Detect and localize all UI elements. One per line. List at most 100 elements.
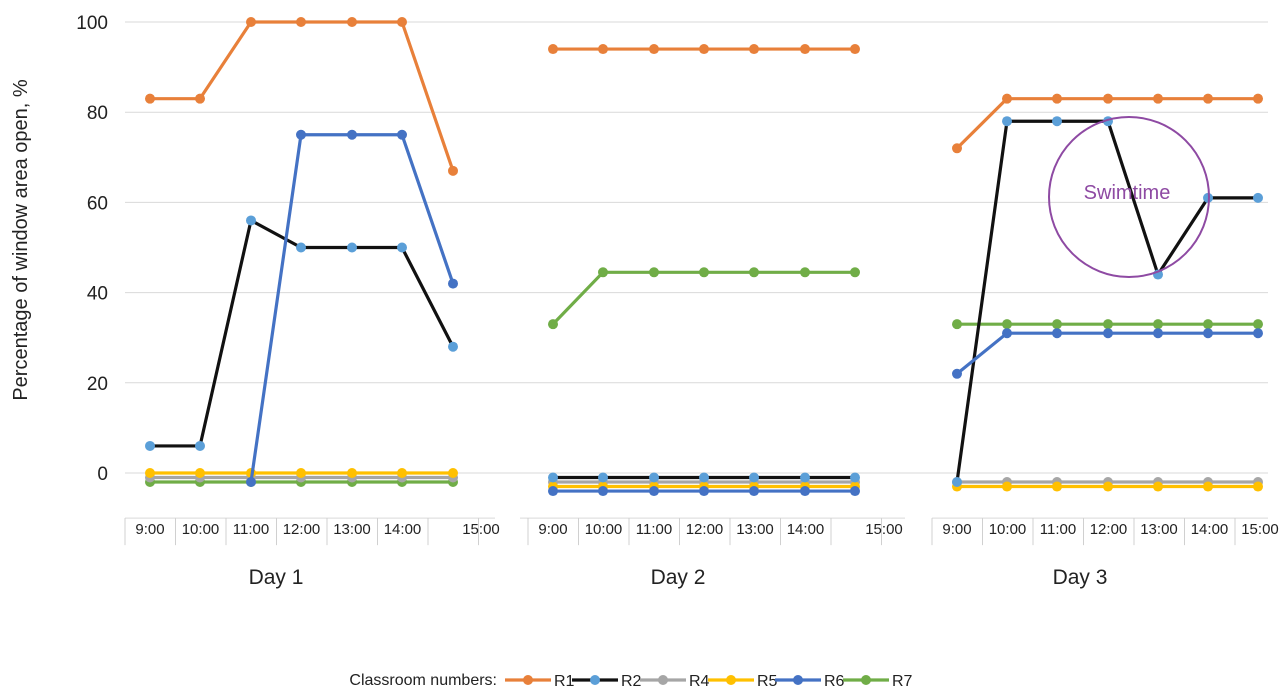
data-point-r1: [952, 143, 962, 154]
data-point-r6: [952, 368, 962, 379]
legend: Classroom numbers: R1 R2 R4 R5 R6 R7: [349, 672, 912, 690]
data-point-r6: [448, 278, 458, 289]
data-point-r5: [1253, 481, 1263, 492]
data-point-r6: [246, 477, 256, 488]
panel-label: Day 3: [1053, 566, 1108, 589]
data-point-r1: [1103, 93, 1113, 104]
data-point-r5: [1153, 481, 1163, 492]
data-point-r2: [347, 242, 357, 253]
data-point-r1: [1052, 93, 1062, 104]
data-point-r5: [347, 468, 357, 478]
data-point-r1: [800, 44, 810, 55]
data-point-r1: [296, 17, 306, 27]
data-point-r2: [699, 472, 709, 483]
series-line-r6-day-1: [249, 133, 455, 483]
legend-entry-r6: R6: [824, 673, 845, 690]
x-tick-label: 15:00: [462, 521, 500, 538]
data-point-r2: [195, 440, 205, 451]
legend-entry-r1: R1: [554, 673, 575, 690]
y-axis: 0 20 40 60 80 100: [76, 13, 108, 485]
data-point-r6: [347, 129, 357, 140]
x-tick-label: 10:00: [182, 521, 220, 538]
legend-entry-r5: R5: [757, 673, 778, 690]
data-point-r2: [296, 242, 306, 253]
annotation-circle: [1048, 116, 1210, 278]
series-line-r2-day-3: [955, 119, 1258, 483]
x-tick-label: 12:00: [686, 521, 724, 538]
x-tick-label: 13:00: [736, 521, 774, 538]
x-tick-label: 11:00: [636, 521, 672, 538]
data-point-r6: [1052, 328, 1062, 339]
x-tick-label: 13:00: [333, 521, 371, 538]
x-tick-label: 15:00: [1241, 521, 1279, 538]
y-tick-label: 0: [97, 464, 108, 485]
data-point-r7: [548, 319, 558, 330]
data-point-r1: [1002, 93, 1012, 104]
data-point-r6: [1253, 328, 1263, 339]
x-tick-label: 10:00: [989, 521, 1027, 538]
data-point-r1: [195, 93, 205, 104]
data-point-r7: [1253, 319, 1263, 330]
legend-marker-r1: [523, 675, 533, 685]
data-point-r1: [1153, 93, 1163, 104]
data-point-r6: [397, 129, 407, 140]
data-point-r7: [1052, 319, 1062, 330]
data-point-r6: [1153, 328, 1163, 339]
panel-label: Day 2: [651, 566, 706, 589]
legend-marker-r5: [726, 675, 736, 685]
x-tick-label: 14:00: [787, 521, 825, 538]
grid-lines: [124, 21, 1268, 546]
series-line-r2-day-1: [150, 218, 455, 448]
data-point-r1: [850, 44, 860, 55]
data-point-r5: [1203, 481, 1213, 492]
data-point-r1: [145, 93, 155, 104]
data-point-r2: [598, 472, 608, 483]
data-point-r1: [397, 17, 407, 27]
x-tick-label: 15:00: [865, 521, 903, 538]
data-point-r1: [548, 44, 558, 55]
data-point-r1: [448, 165, 458, 176]
legend-title: Classroom numbers:: [349, 672, 497, 689]
data-point-r1: [347, 17, 357, 27]
data-point-r6: [699, 486, 709, 497]
legend-entry-r7: R7: [892, 673, 913, 690]
data-point-r6: [548, 486, 558, 497]
legend-entry-r2: R2: [621, 673, 642, 690]
legend-entry-r4: R4: [689, 673, 710, 690]
data-point-r1: [699, 44, 709, 55]
series-layer: [145, 17, 1263, 497]
data-point-r2: [448, 341, 458, 352]
data-point-r6: [598, 486, 608, 497]
series-line-r7-day-2: [551, 270, 855, 326]
data-point-r7: [749, 267, 759, 278]
data-point-r2: [397, 242, 407, 253]
panel-label: Day 1: [249, 566, 304, 589]
legend-marker-r6: [793, 675, 803, 685]
data-point-r2: [952, 477, 962, 488]
legend-marker-r4: [658, 675, 668, 685]
data-point-r2: [649, 472, 659, 483]
legend-marker-r7: [861, 675, 871, 685]
data-point-r2: [850, 472, 860, 483]
x-tick-label: 12:00: [1090, 521, 1128, 538]
data-point-r5: [1002, 481, 1012, 492]
data-point-r5: [296, 468, 306, 478]
data-point-r7: [598, 267, 608, 278]
data-point-r5: [397, 468, 407, 478]
data-point-r7: [649, 267, 659, 278]
data-point-r2: [548, 472, 558, 483]
data-point-r2: [246, 215, 256, 226]
data-point-r1: [749, 44, 759, 55]
data-point-r2: [1253, 192, 1263, 203]
data-point-r7: [1153, 319, 1163, 330]
x-tick-label: 12:00: [283, 521, 321, 538]
data-point-r7: [952, 319, 962, 330]
y-tick-label: 60: [87, 193, 108, 214]
y-tick-label: 20: [87, 374, 108, 395]
data-point-r2: [145, 440, 155, 451]
x-tick-label: 10:00: [585, 521, 623, 538]
x-tick-label: 9:00: [135, 521, 164, 538]
data-point-r7: [1002, 319, 1012, 330]
x-tick-label: 13:00: [1140, 521, 1178, 538]
data-point-r1: [1203, 93, 1213, 104]
